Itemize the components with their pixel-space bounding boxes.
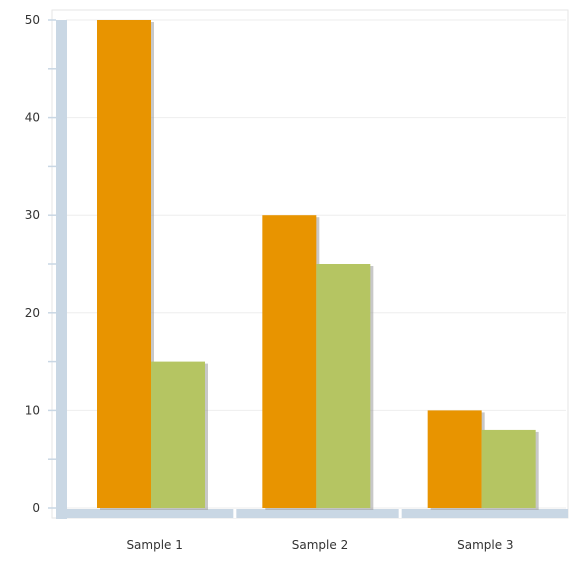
bar-green-3 [481,429,536,508]
y-tick-label: 40 [25,111,40,125]
bar-orange-1 [97,20,151,508]
y-tick-label: 10 [25,403,40,417]
y-axis [56,20,67,519]
axes [48,19,568,519]
y-tick-label: 50 [25,13,40,27]
x-axis-separator [233,509,237,518]
x-axis-separator [398,509,402,518]
x-tick-label: Sample 3 [457,538,513,552]
x-tick-labels: Sample 1 Sample 2 Sample 3 [126,538,513,552]
y-tick-label: 0 [32,501,40,515]
x-tick-label: Sample 2 [292,538,348,552]
bars [97,20,539,510]
bar-orange-3 [427,410,482,508]
x-axis [56,509,568,518]
bar-orange-2 [262,215,317,508]
bar-green-1 [151,361,205,508]
bar-green-2 [316,264,371,508]
x-tick-label: Sample 1 [126,538,182,552]
y-tick-label: 30 [25,208,40,222]
y-tick-label: 20 [25,306,40,320]
y-tick-labels: 0 10 20 30 40 50 [25,13,40,515]
